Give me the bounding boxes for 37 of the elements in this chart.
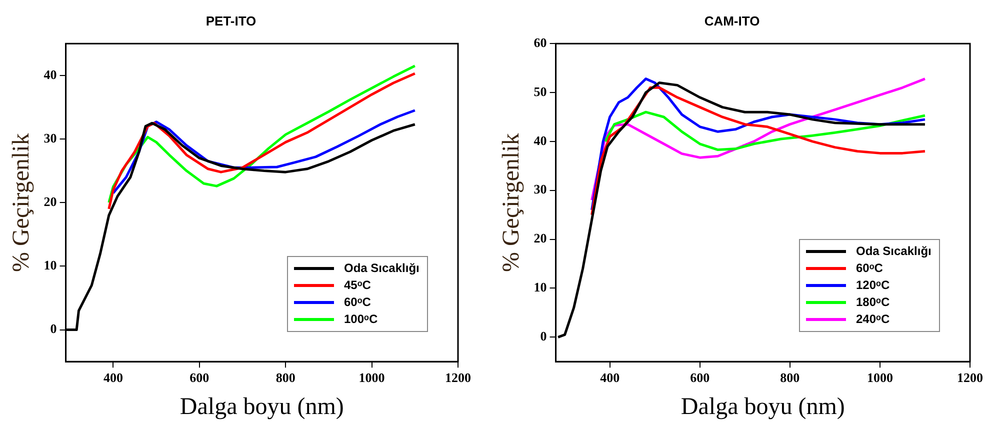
x-tick-label: 800 [780, 370, 800, 385]
x-tick-label: 400 [600, 370, 620, 385]
x-tick-label: 400 [103, 370, 123, 385]
y-tick-label: 50 [534, 84, 547, 99]
y-axis-title: % Geçirgenlik [8, 133, 35, 272]
y-tick-label: 60 [534, 34, 547, 50]
y-axis-title: % Geçirgenlik [498, 133, 525, 272]
x-tick-label: 800 [276, 370, 296, 385]
legend-label: 100ᵒC [344, 312, 378, 326]
x-tick-label: 600 [690, 370, 710, 385]
x-tick-label: 1000 [866, 370, 893, 385]
y-tick-label: 10 [44, 258, 57, 273]
legend-label: 180ᵒC [856, 295, 890, 310]
legend-label: 240ᵒC [856, 312, 890, 326]
legend-label: 60ᵒC [856, 261, 883, 276]
y-tick-label: 40 [534, 132, 547, 148]
y-tick-label: 40 [44, 66, 57, 82]
legend-label: Oda Sıcaklığı [856, 244, 932, 258]
y-tick-label: 30 [534, 182, 547, 197]
x-tick-label: 600 [190, 370, 210, 385]
y-tick-label: 20 [44, 194, 57, 209]
legend-label: 45ᵒC [344, 278, 371, 292]
x-axis-title: Dalga boyu (nm) [180, 394, 344, 420]
x-axis-title: Dalga boyu (nm) [680, 394, 845, 420]
chart-title: PET-ITO [206, 13, 256, 28]
y-tick-label: 0 [540, 328, 547, 344]
x-tick-label: 1200 [957, 370, 983, 385]
legend-label: Oda Sıcaklığı [344, 261, 420, 276]
legend-label: 60ᵒC [344, 295, 371, 310]
x-tick-label: 1200 [445, 370, 471, 385]
x-tick-label: 1000 [358, 370, 385, 385]
y-tick-label: 20 [534, 230, 547, 246]
y-tick-label: 10 [534, 280, 547, 295]
y-tick-label: 0 [50, 321, 57, 336]
legend-label: 120ᵒC [856, 278, 890, 292]
y-tick-label: 30 [44, 130, 57, 146]
chart-title: CAM-ITO [704, 13, 760, 28]
